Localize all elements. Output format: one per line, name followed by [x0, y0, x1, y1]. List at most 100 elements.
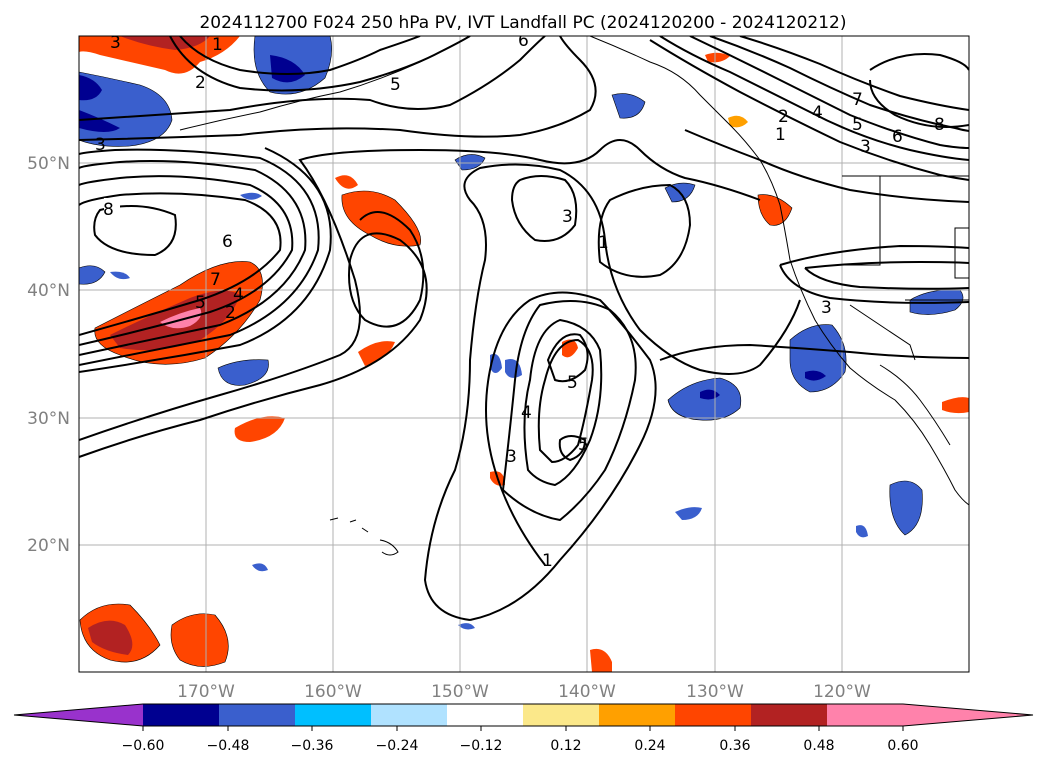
contour-2 [79, 139, 761, 441]
contour-1 [79, 211, 428, 458]
contour-21 [79, 36, 597, 141]
contour-label: 3 [95, 135, 106, 155]
pv-fill-blue-17 [856, 525, 868, 538]
colorbar-segment [675, 704, 752, 726]
contour-label: 8 [934, 115, 945, 135]
colorbar-segment [447, 704, 524, 726]
contour-22 [659, 36, 969, 161]
contour-6 [523, 318, 603, 487]
contour-labels: 8 6 7 5 4 2 3 2 3 5 1 6 3 1 5 4 5 3 1 3 [95, 31, 945, 571]
pv-fill-blue-18 [252, 563, 268, 572]
longitude-labels: 170°W 160°W 150°W 140°W 130°W 120°W [177, 682, 871, 702]
pv-fill-blue-5 [240, 192, 262, 200]
contour-label: 7 [852, 90, 863, 110]
hawaii [329, 517, 399, 556]
pv-fill-red-4 [358, 341, 395, 366]
contour-label: 1 [542, 551, 553, 571]
contour-11 [597, 183, 692, 278]
contour-14 [79, 160, 307, 356]
contour-9 [558, 435, 587, 462]
contour-label: 3 [562, 207, 573, 227]
pv-fill-navy-2 [79, 110, 120, 132]
contour-5 [501, 300, 637, 522]
colorbar-tick-label: 0.36 [719, 738, 750, 754]
pv-fill-blue-14 [789, 324, 847, 393]
contour-15 [79, 148, 320, 366]
colorbar-segment [751, 704, 828, 726]
pv-fill-blue-4 [110, 271, 130, 280]
lon-label: 120°W [813, 682, 871, 702]
coastlines [179, 36, 969, 556]
colorbar-segment [219, 704, 296, 726]
lon-label: 150°W [431, 682, 489, 702]
pv-fill-blue-10 [611, 93, 646, 119]
colorbar-segments [143, 704, 904, 726]
contour-label: 4 [233, 285, 244, 305]
pv-fill-topleft-red [79, 36, 240, 74]
contour-label: 5 [195, 293, 206, 313]
contour-label: 2 [225, 303, 236, 323]
pv-fill-orange-1 [728, 115, 748, 128]
pv-contours [79, 36, 969, 621]
pv-fill-blue-13 [675, 507, 702, 520]
contour-label: 3 [860, 137, 871, 157]
colorbar-tick-label: −0.48 [207, 738, 250, 754]
contour-10 [510, 175, 578, 242]
great-lakes-box [954, 227, 969, 279]
contour-label: 3 [821, 298, 832, 318]
contour-7 [537, 338, 594, 464]
lon-label: 160°W [304, 682, 362, 702]
pv-fill-blue-3 [79, 265, 106, 285]
pv-fill-red-12 [590, 648, 612, 672]
contour-27 [869, 53, 969, 128]
pv-anomaly-fills [79, 36, 969, 672]
contour-label: 2 [778, 107, 789, 127]
map-frame [78, 35, 970, 673]
contour-label: 1 [598, 233, 609, 253]
contour-label: 2 [195, 73, 206, 93]
lon-label: 170°W [177, 682, 235, 702]
pv-fill-blue-7 [454, 154, 486, 171]
baja-coast [879, 364, 951, 446]
pv-fill-red-9 [942, 397, 969, 414]
lat-label: 40°N [27, 281, 70, 301]
contour-30 [779, 244, 969, 304]
colorbar-over-extend [903, 704, 1033, 726]
lat-label: 30°N [27, 409, 70, 429]
colorbar-ticks [142, 726, 904, 731]
map-panel: 8 6 7 5 4 2 3 2 3 5 1 6 3 1 5 4 5 3 1 3 [27, 31, 970, 702]
contour-label: 1 [775, 125, 786, 145]
pv-fill-blue-19 [458, 623, 475, 630]
pv-fill-red-3 [234, 416, 285, 442]
contour-label: 5 [578, 435, 589, 455]
pv-fill-navy-5 [805, 370, 826, 381]
contour-31 [804, 260, 969, 290]
lon-label: 140°W [558, 682, 616, 702]
contour-16 [79, 147, 332, 373]
contour-label: 5 [390, 75, 401, 95]
contour-label: 5 [852, 115, 863, 135]
lon-label: 130°W [686, 682, 744, 702]
contour-label: 8 [103, 200, 114, 220]
colorbar-segment [371, 704, 448, 726]
colorbar-tick-label: −0.36 [291, 738, 334, 754]
contour-label: 4 [521, 403, 532, 423]
contour-23 [649, 39, 969, 181]
contour-label: 6 [518, 31, 529, 51]
colorbar-segment [599, 704, 676, 726]
contour-label: 6 [222, 232, 233, 252]
contour-19 [169, 36, 471, 92]
contour-29 [659, 343, 969, 361]
contour-4 [469, 291, 657, 621]
contour-13 [79, 175, 294, 346]
contour-24 [689, 36, 969, 149]
contour-label: 4 [812, 103, 823, 123]
colorbar: −0.60 −0.48 −0.36 −0.24 −0.12 0.12 0.24 … [13, 703, 1034, 754]
colorbar-segment [523, 704, 600, 726]
state-border-1 [842, 176, 881, 266]
lat-label: 20°N [27, 536, 70, 556]
contour-12 [79, 192, 282, 336]
latitude-labels: 50°N 40°N 30°N 20°N [27, 154, 70, 556]
figure-title: 2024112700 F024 250 hPa PV, IVT Landfall… [199, 13, 846, 33]
pv-fill-red-11 [170, 613, 229, 667]
